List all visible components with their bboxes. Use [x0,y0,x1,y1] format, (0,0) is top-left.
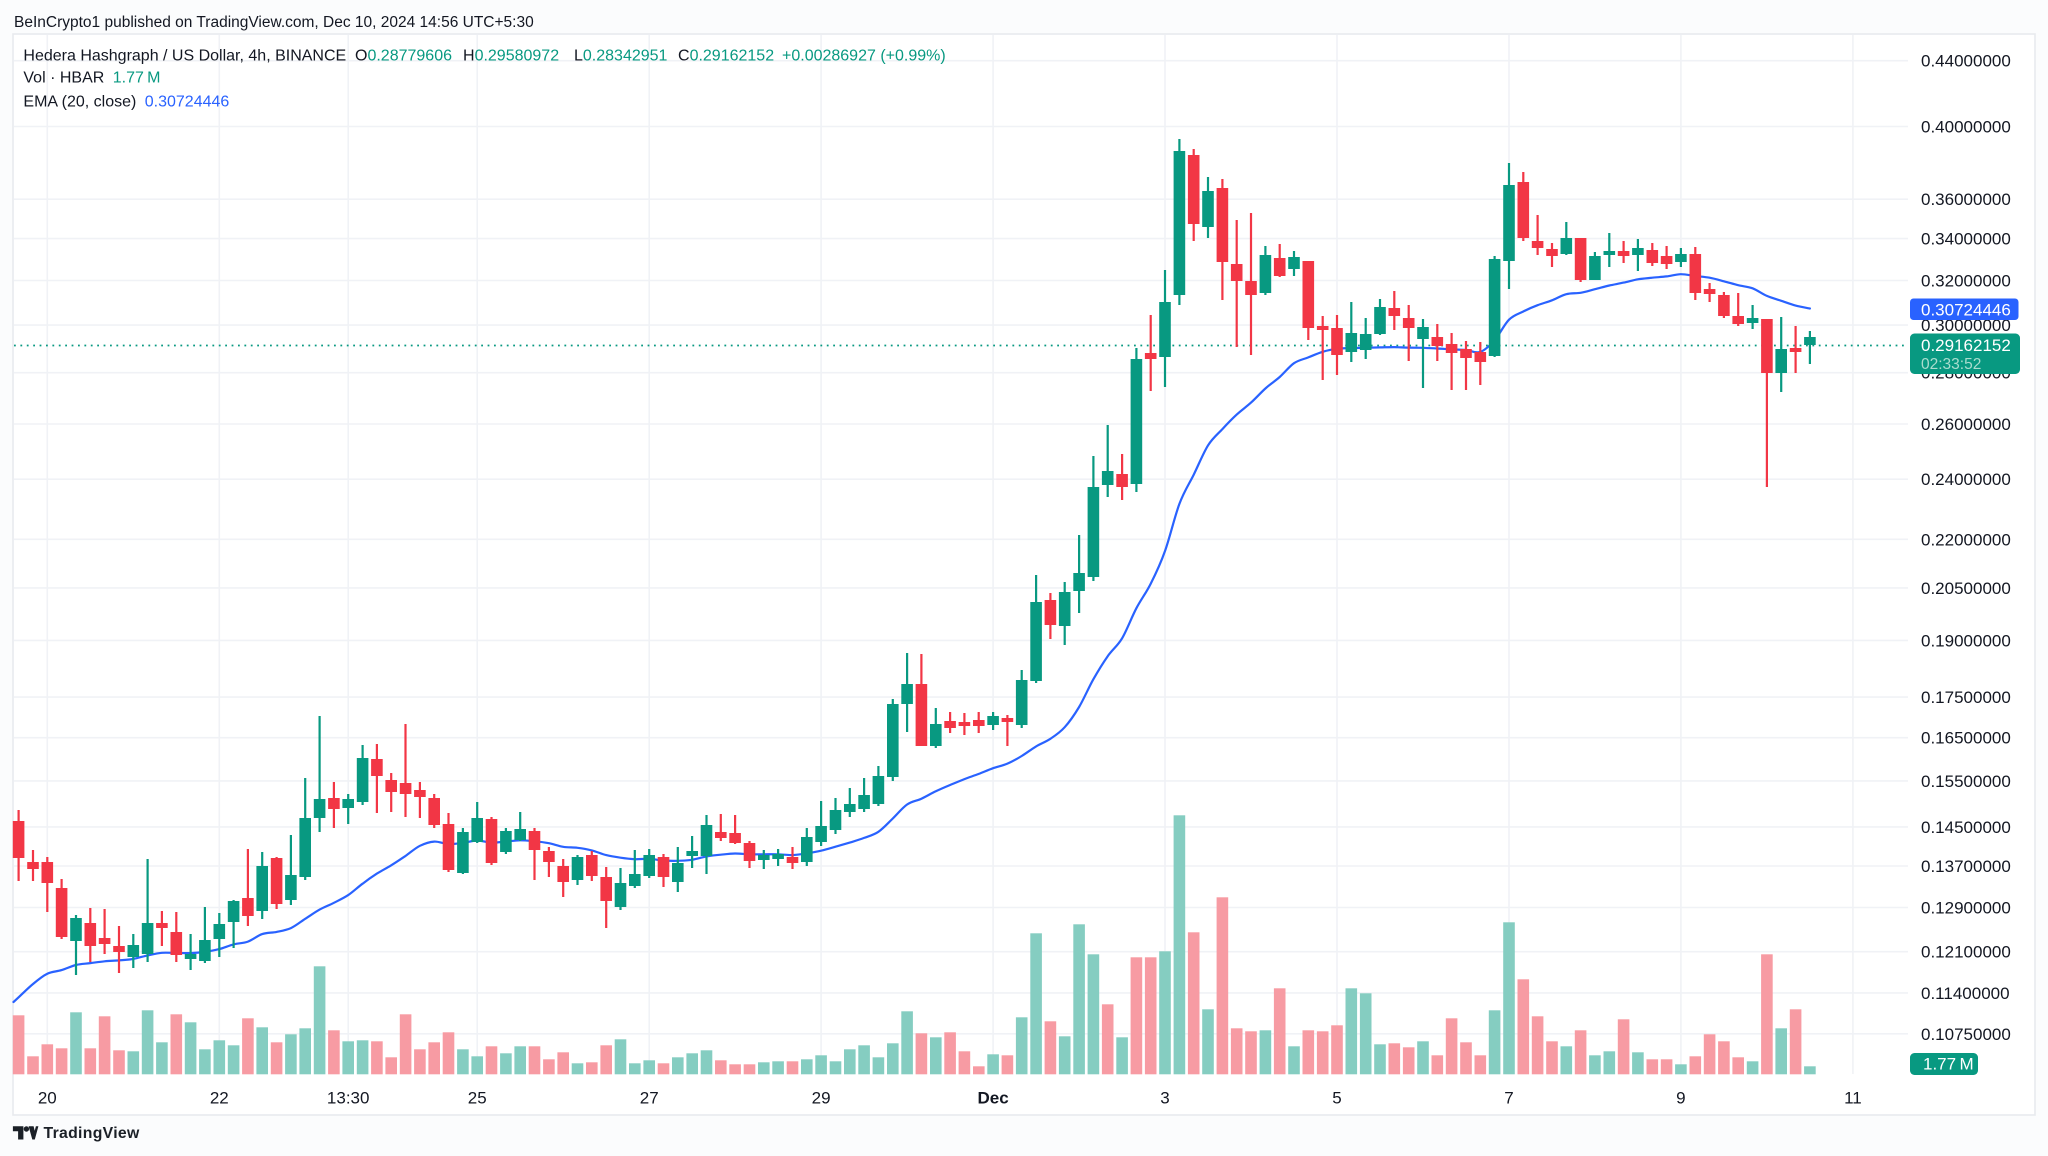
svg-text:25: 25 [468,1089,487,1108]
svg-text:0.30724446: 0.30724446 [1921,301,2011,320]
svg-text:0.29162152: 0.29162152 [1921,336,2011,355]
svg-text:27: 27 [640,1089,659,1108]
svg-text:Vol · HBAR 1.77 M: Vol · HBAR 1.77 M [23,70,160,87]
svg-text:L0.28342951: L0.28342951 [574,48,668,65]
svg-text:0.17500000: 0.17500000 [1921,688,2011,707]
svg-text:13:30: 13:30 [327,1089,370,1108]
svg-text:0.12100000: 0.12100000 [1921,943,2011,962]
svg-text:11: 11 [1844,1089,1862,1108]
svg-text:0.19000000: 0.19000000 [1921,631,2011,650]
svg-text:3: 3 [1160,1089,1169,1108]
svg-text:0.11400000: 0.11400000 [1921,984,2010,1003]
svg-text:0.15500000: 0.15500000 [1921,772,2011,791]
svg-text:02:33:52: 02:33:52 [1921,356,1981,373]
svg-text:0.22000000: 0.22000000 [1921,530,2011,549]
svg-text:0.24000000: 0.24000000 [1921,470,2011,489]
svg-text:1.77 M: 1.77 M [1923,1055,1974,1074]
svg-text:7: 7 [1504,1089,1513,1108]
svg-text:TradingView: TradingView [44,1125,140,1142]
svg-text:+0.00286927 (+0.99%): +0.00286927 (+0.99%) [782,48,946,65]
svg-text:BeInCrypto1 published on Tradi: BeInCrypto1 published on TradingView.com… [14,14,534,31]
svg-text:0.26000000: 0.26000000 [1921,415,2011,434]
svg-text:Dec: Dec [978,1089,1009,1108]
svg-text:0.10750000: 0.10750000 [1921,1025,2011,1044]
svg-text:5: 5 [1332,1089,1341,1108]
svg-text:0.20500000: 0.20500000 [1921,579,2011,598]
svg-text:0.40000000: 0.40000000 [1921,118,2011,137]
svg-text:C0.29162152: C0.29162152 [678,48,774,65]
svg-text:Hedera Hashgraph / US Dollar,: Hedera Hashgraph / US Dollar, 4h, BINANC… [23,48,346,65]
svg-text:0.30000000: 0.30000000 [1921,316,2011,335]
svg-text:0.14500000: 0.14500000 [1921,818,2011,837]
svg-text:EMA (20, close) 0.30724446: EMA (20, close) 0.30724446 [23,94,229,111]
svg-text:0.36000000: 0.36000000 [1921,190,2011,209]
svg-text:29: 29 [812,1089,831,1108]
svg-text:0.13700000: 0.13700000 [1921,857,2011,876]
svg-text:0.12900000: 0.12900000 [1921,899,2011,918]
svg-text:0.16500000: 0.16500000 [1921,729,2011,748]
svg-text:20: 20 [38,1089,57,1108]
svg-text:0.44000000: 0.44000000 [1921,52,2011,71]
svg-text:O0.28779606: O0.28779606 [355,48,452,65]
svg-text:0.32000000: 0.32000000 [1921,272,2011,291]
svg-text:22: 22 [210,1089,229,1108]
svg-text:H0.29580972: H0.29580972 [463,48,559,65]
svg-text:0.34000000: 0.34000000 [1921,230,2011,249]
svg-text:9: 9 [1676,1089,1685,1108]
